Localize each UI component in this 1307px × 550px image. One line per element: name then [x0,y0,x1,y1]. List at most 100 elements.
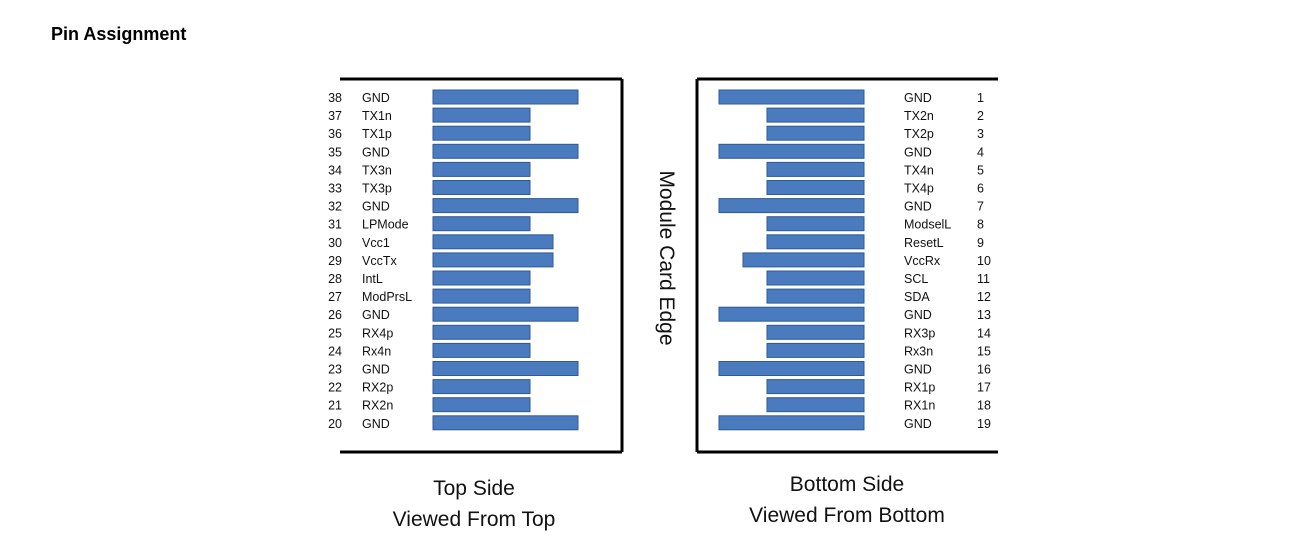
top_side-pin-row-29: 29 VccTx [328,252,554,268]
pin-name-1: GND [904,91,932,105]
pin-number-31: 31 [328,218,342,232]
pin-name-16: GND [904,363,932,377]
top_side-pin-row-31: 31 LPMode [328,216,531,232]
pin-number-8: 8 [977,218,984,232]
bottom_side-pin-row-16: 16 GND [718,361,991,377]
pin-number-36: 36 [328,127,342,141]
bottom-side-frame [695,77,998,454]
bottom_side-pin-row-6: 6 TX4p [766,180,984,196]
bottom_side-pin-row-19: 19 GND [718,415,991,431]
bottom_side-pin-row-8: 8 ModselL [766,216,984,232]
pin-name-24: Rx4n [362,344,391,358]
pin-number-6: 6 [977,182,984,196]
pin-name-2: TX2n [904,109,934,123]
pin-pad-26 [432,306,579,322]
pin-pad-21 [432,397,531,413]
pin-number-2: 2 [977,109,984,123]
pin-name-14: RX3p [904,326,935,340]
top_side-pin-row-24: 24 Rx4n [328,342,531,358]
pin-pad-23 [432,361,579,376]
pin-pad-28 [432,270,531,286]
top_side-pin-row-35: 35 GND [328,143,579,159]
page-heading: Pin Assignment [51,24,187,44]
pin-number-5: 5 [977,163,984,177]
pin-name-6: TX4p [904,182,934,196]
bottom_side-pin-row-5: 5 TX4n [766,161,984,177]
pin-name-32: GND [362,200,390,214]
pin-pad-2 [766,107,865,123]
pin-number-33: 33 [328,182,342,196]
pin-name-33: TX3p [362,182,392,196]
pin-pad-1 [718,89,865,105]
top_side-pin-row-21: 21 RX2n [328,397,531,413]
pin-pad-10 [742,252,865,268]
pin-number-20: 20 [328,417,342,431]
pin-name-30: Vcc1 [362,236,390,250]
bottom_side-pin-row-4: 4 GND [718,143,984,159]
top_side-pin-row-20: 20 GND [328,415,579,431]
pin-pad-7 [718,198,865,214]
pin-name-7: GND [904,200,932,214]
pin-name-25: RX4p [362,326,393,340]
pin-number-17: 17 [977,381,991,395]
bottom_side-pin-row-11: 11 SCL [766,270,990,286]
bottom-side-caption-line1: Bottom Side [790,473,904,496]
pin-number-18: 18 [977,399,991,413]
pin-number-23: 23 [328,363,342,377]
bottom_side-pin-row-13: 13 GND [718,306,991,322]
pin-name-20: GND [362,417,390,431]
pin-number-29: 29 [328,254,342,268]
pin-name-35: GND [362,145,390,159]
top-side-caption-line1: Top Side [433,477,515,500]
bottom_side-pin-row-7: 7 GND [718,198,984,214]
pin-number-25: 25 [328,326,342,340]
module-card-edge-label: Module Card Edge [655,170,678,345]
pin-pad-22 [432,379,531,395]
pin-number-38: 38 [328,91,342,105]
top_side-pin-row-23: 23 GND [328,361,579,377]
pin-name-15: Rx3n [904,344,933,358]
pin-pad-33 [432,180,531,195]
pin-pad-15 [766,342,865,358]
pin-number-27: 27 [328,290,342,304]
pin-name-17: RX1p [904,381,935,395]
pin-name-26: GND [362,308,390,322]
top_side-pin-row-33: 33 TX3p [328,180,531,196]
pin-name-37: TX1n [362,109,392,123]
pin-name-19: GND [904,417,932,431]
pin-pad-37 [432,107,531,123]
bottom_side-pin-row-14: 14 RX3p [766,324,991,340]
bottom_side-pin-row-15: 15 Rx3n [766,342,991,358]
pin-number-7: 7 [977,200,984,214]
pin-pad-11 [766,270,865,286]
pin-pad-14 [766,324,865,340]
pin-name-9: ResetL [904,236,944,250]
pin-name-22: RX2p [362,381,393,395]
pin-name-29: VccTx [362,254,397,268]
pin-pad-25 [432,324,531,340]
pin-pad-19 [718,415,865,431]
pin-pad-4 [718,143,865,159]
pin-number-13: 13 [977,308,991,322]
pin-name-13: GND [904,308,932,322]
pin-pad-32 [432,198,579,214]
top_side-pin-row-34: 34 TX3n [328,161,531,177]
pin-number-14: 14 [977,326,991,340]
pin-pad-29 [432,252,554,268]
top_side-pin-row-38: 38 GND [328,89,579,105]
pin-name-23: GND [362,363,390,377]
pin-name-34: TX3n [362,163,392,177]
bottom_side-pin-row-17: 17 RX1p [766,379,991,395]
pin-name-5: TX4n [904,163,934,177]
top_side-pin-row-28: 28 IntL [328,270,531,286]
top_side-pin-row-30: 30 Vcc1 [328,234,554,250]
pin-number-34: 34 [328,163,342,177]
pin-number-26: 26 [328,308,342,322]
pin-number-32: 32 [328,200,342,214]
pin-number-12: 12 [977,290,991,304]
pin-name-12: SDA [904,290,930,304]
pin-number-21: 21 [328,399,342,413]
top_side-pin-row-26: 26 GND [328,306,579,322]
pin-number-3: 3 [977,127,984,141]
